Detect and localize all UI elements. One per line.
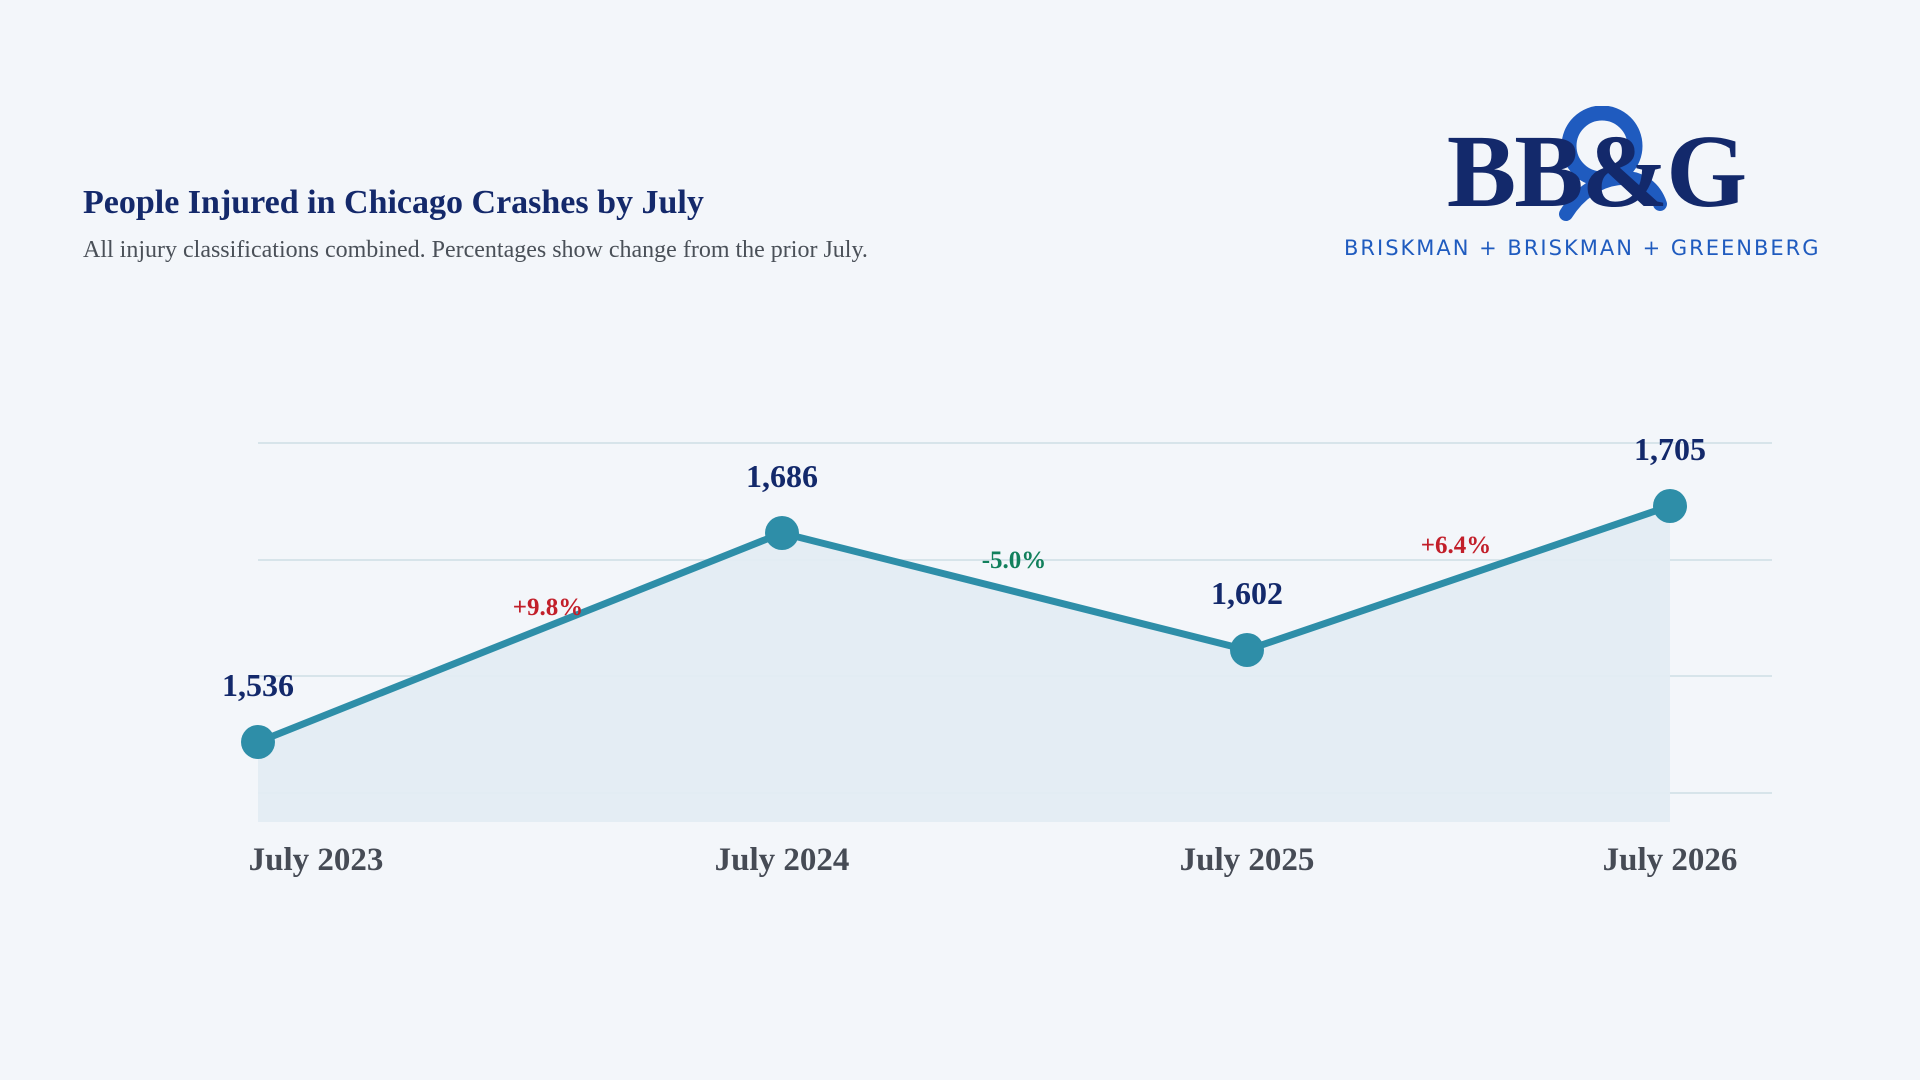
change-label: -5.0% (982, 547, 1047, 574)
data-value-label: 1,602 (1211, 575, 1283, 611)
data-point (1653, 489, 1687, 523)
data-point (1230, 633, 1264, 667)
data-value-label: 1,536 (222, 667, 294, 703)
chart-subtitle: All injury classifications combined. Per… (83, 237, 868, 263)
series-line (254, 502, 1674, 746)
data-value-label: 1,705 (1634, 431, 1706, 467)
chart-area-fill (258, 506, 1670, 822)
brand-logo: BB&G BRISKMAN + BRISKMAN + GREENBERG (1330, 106, 1850, 266)
x-tick-label: July 2026 (1603, 842, 1738, 878)
data-point (241, 725, 275, 759)
x-tick-label: July 2023 (249, 842, 384, 878)
data-value-label: 1,686 (746, 458, 818, 494)
logo-ampersand-swirl (1559, 106, 1667, 221)
logo-wordmark: BB&G (1447, 106, 1747, 226)
data-point (765, 516, 799, 550)
change-label: +9.8% (513, 594, 584, 621)
logo-tagline: BRISKMAN + BRISKMAN + GREENBERG (1344, 236, 1821, 260)
chart-title: People Injured in Chicago Crashes by Jul… (83, 184, 704, 221)
x-tick-label: July 2024 (715, 842, 850, 878)
x-tick-label: July 2025 (1180, 842, 1315, 878)
chart-labels: 1,536 1,686 1,602 1,705 +9.8% -5.0% +6.4% July … (222, 431, 1737, 878)
chart-series-line (254, 502, 1674, 746)
change-label: +6.4% (1421, 532, 1492, 559)
svg-text:BB&G: BB&G (1447, 114, 1745, 226)
area-fill (258, 506, 1670, 822)
chart-points (241, 489, 1687, 759)
